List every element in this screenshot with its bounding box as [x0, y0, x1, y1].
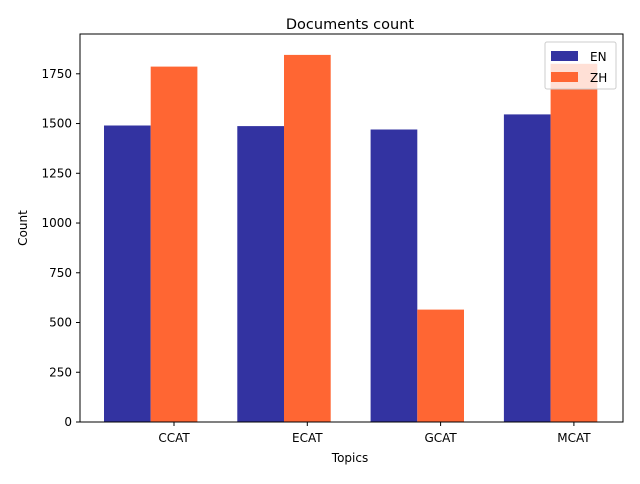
- legend-swatch-en: [551, 51, 578, 61]
- bar-en-ccat: [104, 125, 151, 422]
- x-axis: CCAT ECAT GCAT MCAT: [158, 422, 591, 445]
- y-tick-label: 750: [49, 266, 72, 280]
- x-axis-label: Topics: [331, 451, 368, 465]
- chart-title: Documents count: [286, 17, 415, 33]
- bar-zh-gcat: [417, 309, 464, 422]
- bar-en-gcat: [370, 129, 418, 422]
- legend: EN ZH: [544, 41, 617, 90]
- x-tick-label-ccat: CCAT: [158, 431, 190, 445]
- y-tick-label: 250: [49, 365, 72, 379]
- legend-swatch-zh: [551, 72, 578, 82]
- x-tick-label-mcat: MCAT: [557, 431, 591, 445]
- x-tick-label-ecat: ECAT: [292, 431, 323, 445]
- legend-label-zh: ZH: [590, 71, 607, 85]
- bar-zh-ecat: [284, 54, 331, 423]
- bar-zh-ccat: [150, 66, 198, 422]
- y-tick-label: 1250: [41, 166, 72, 180]
- bar-zh-mcat: [550, 63, 598, 423]
- y-tick-label: 1000: [41, 216, 72, 230]
- y-tick-label: 500: [49, 316, 72, 330]
- bar-en-ecat: [237, 126, 284, 422]
- legend-label-en: EN: [590, 50, 607, 64]
- bar-en-mcat: [503, 114, 551, 423]
- y-tick-label: 1750: [41, 67, 72, 81]
- y-tick-label: 1500: [41, 117, 72, 131]
- y-axis: 0 250 500 750 1000 1250 1500 1750: [41, 67, 80, 429]
- bars-layer: [104, 54, 598, 423]
- plot-frame: [79, 33, 624, 423]
- y-axis-label: Count: [16, 210, 30, 246]
- x-tick-label-gcat: GCAT: [424, 431, 457, 445]
- y-tick-label: 0: [64, 415, 72, 429]
